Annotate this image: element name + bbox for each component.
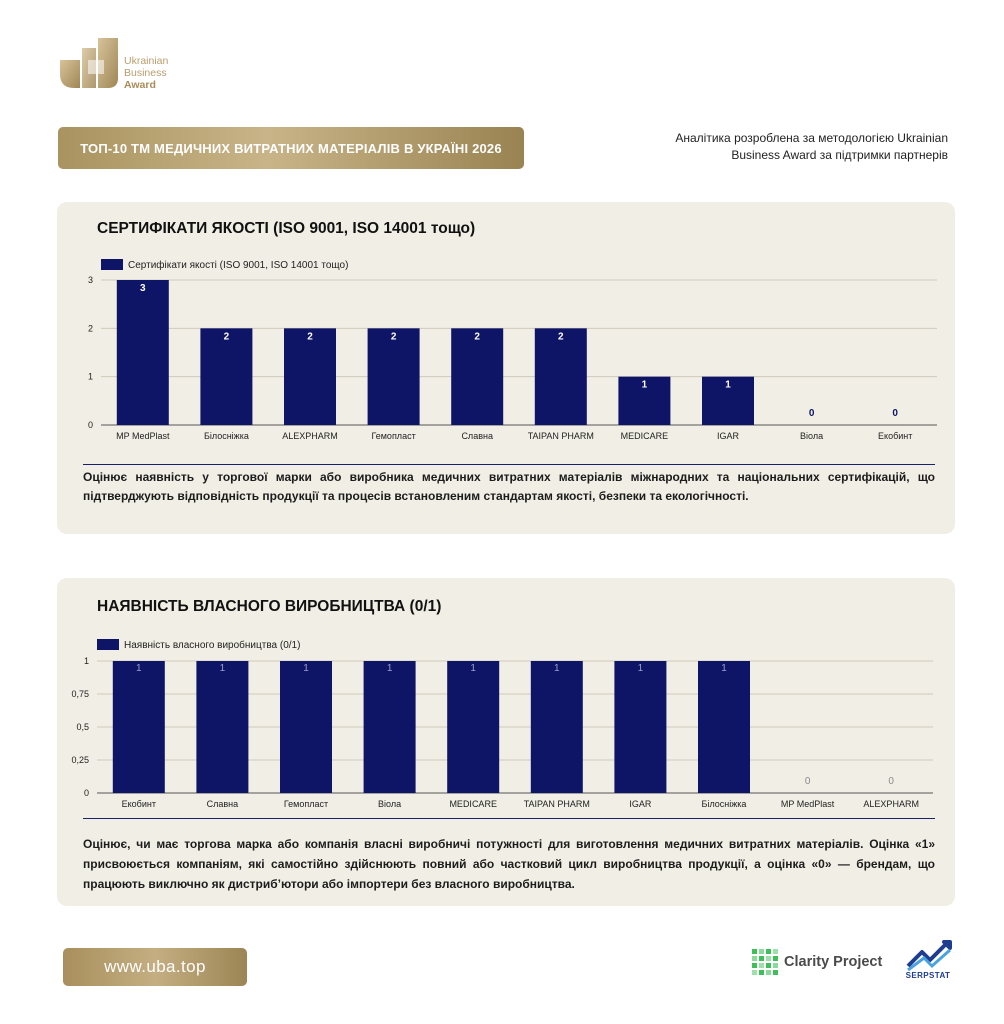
x-tick-label: Славна (207, 799, 239, 809)
x-tick-label: Білосніжка (702, 799, 747, 809)
methodology-line-2: Business Award за підтримки партнерів (731, 148, 948, 162)
page-title: ТОП-10 ТМ МЕДИЧНИХ ВИТРАТНИХ МАТЕРІАЛІВ … (80, 140, 502, 156)
x-tick-label: ALEXPHARM (863, 799, 919, 809)
bar-гемопласт (280, 661, 332, 793)
data-label: 0 (892, 408, 898, 419)
data-label: 1 (725, 380, 731, 391)
data-label: 1 (470, 663, 476, 674)
data-label: 0 (805, 776, 811, 787)
page-title-banner: ТОП-10 ТМ МЕДИЧНИХ ВИТРАТНИХ МАТЕРІАЛІВ … (58, 127, 524, 169)
bar-medicare (447, 661, 500, 793)
x-tick-label: Віола (800, 431, 823, 441)
methodology-line-1: Аналітика розроблена за методологією Ukr… (675, 131, 948, 145)
bar-гемопласт (367, 328, 420, 425)
y-tick-label: 0,5 (76, 722, 89, 732)
data-label: 1 (638, 663, 644, 674)
x-tick-label: Екобинт (122, 799, 156, 809)
data-label: 1 (303, 663, 309, 674)
x-tick-label: Віола (378, 799, 401, 809)
y-tick-label: 0,75 (71, 689, 89, 699)
bar-igar (702, 376, 754, 425)
own-production-chart: Наявність власного виробництва (0/1) 0 0,2… (71, 639, 933, 809)
own-production-title: НАЯВНІСТЬ ВЛАСНОГО ВИРОБНИЦТВА (0/1) (97, 598, 442, 615)
certificates-title: СЕРТИФІКАТИ ЯКОСТІ (ISO 9001, ISO 14001 … (97, 220, 476, 237)
data-label: 1 (220, 663, 226, 674)
x-tick-label: ALEXPHARM (282, 431, 338, 441)
bar-славна (451, 328, 504, 425)
bar-mp-medplast (116, 280, 169, 425)
separator-line (83, 818, 935, 819)
own-production-description: Оцінює, чи має торгова марка або компані… (83, 837, 935, 891)
clarity-project-name: Clarity Project (784, 954, 883, 970)
serpstat-name: SERPSTAT (905, 971, 951, 980)
data-label: 0 (888, 776, 894, 787)
x-tick-label: MEDICARE (449, 799, 497, 809)
x-tick-label: MEDICARE (621, 431, 669, 441)
x-tick-label: IGAR (629, 799, 652, 809)
logo-line-3: Award (124, 79, 156, 91)
uba-logo-mark (60, 38, 118, 88)
x-tick-label: Гемопласт (284, 799, 328, 809)
x-tick-label: MP MedPlast (116, 431, 170, 441)
bar-taipan-pharm (534, 328, 587, 425)
y-tick-label: 3 (88, 275, 93, 285)
serpstat-logo: SERPSTAT (900, 940, 956, 984)
bar-славна (196, 661, 249, 793)
bar-віола (363, 661, 416, 793)
ukrainian-business-award-logo: Ukrainian Business Award (58, 38, 198, 92)
data-label: 1 (721, 663, 727, 674)
legend-swatch (97, 639, 119, 650)
own-production-card: НАЯВНІСТЬ ВЛАСНОГО ВИРОБНИЦТВА (0/1) Ная… (57, 578, 955, 906)
x-tick-label: TAIPAN PHARM (524, 799, 590, 809)
separator-line (83, 464, 935, 465)
y-tick-label: 0 (88, 420, 93, 430)
data-label: 3 (140, 283, 146, 294)
legend-swatch (101, 259, 123, 270)
x-tick-label: TAIPAN PHARM (528, 431, 594, 441)
data-label: 2 (474, 331, 480, 342)
x-tick-label: MP MedPlast (781, 799, 835, 809)
methodology-note: Аналітика розроблена за методологією Ukr… (618, 130, 948, 164)
data-label: 1 (554, 663, 560, 674)
certificates-description: Оцінює наявність у торгової марки або ви… (83, 470, 935, 503)
serpstat-chart-icon (906, 940, 952, 972)
data-label: 2 (558, 331, 564, 342)
website-link-text: www.uba.top (104, 957, 206, 976)
data-label: 2 (307, 331, 313, 342)
certificates-card: СЕРТИФІКАТИ ЯКОСТІ (ISO 9001, ISO 14001 … (57, 202, 955, 534)
y-tick-label: 0,25 (71, 755, 89, 765)
x-tick-label: Славна (461, 431, 493, 441)
data-label: 2 (224, 331, 230, 342)
y-tick-label: 2 (88, 323, 93, 333)
x-tick-label: IGAR (717, 431, 740, 441)
data-label: 1 (642, 380, 648, 391)
x-tick-label: Білосніжка (204, 431, 249, 441)
data-label: 1 (136, 663, 142, 674)
x-tick-label: Екобинт (878, 431, 912, 441)
bar-taipan-pharm (530, 661, 583, 793)
legend-label: Наявність власного виробництва (0/1) (124, 639, 300, 651)
y-tick-label: 1 (88, 372, 93, 382)
bar-medicare (618, 376, 671, 425)
website-link-button[interactable]: www.uba.top (63, 948, 247, 986)
certificates-chart: Сертифікати якості (ISO 9001, ISO 14001 … (88, 259, 937, 441)
legend-label: Сертифікати якості (ISO 9001, ISO 14001 … (128, 259, 348, 271)
data-label: 2 (391, 331, 397, 342)
logo-line-2: Business (124, 67, 167, 79)
x-tick-label: Гемопласт (371, 431, 415, 441)
bar-білосніжка (200, 328, 253, 425)
clarity-grid-icon (752, 949, 778, 975)
bar-білосніжка (698, 661, 750, 793)
clarity-project-logo: Clarity Project (752, 948, 882, 976)
y-tick-label: 1 (84, 656, 89, 666)
bar-екобинт (112, 661, 165, 793)
logo-line-1: Ukrainian (124, 55, 169, 67)
y-tick-label: 0 (84, 788, 89, 798)
data-label: 1 (387, 663, 393, 674)
data-label: 0 (809, 408, 815, 419)
bar-igar (614, 661, 667, 793)
bar-alexpharm (284, 328, 336, 425)
